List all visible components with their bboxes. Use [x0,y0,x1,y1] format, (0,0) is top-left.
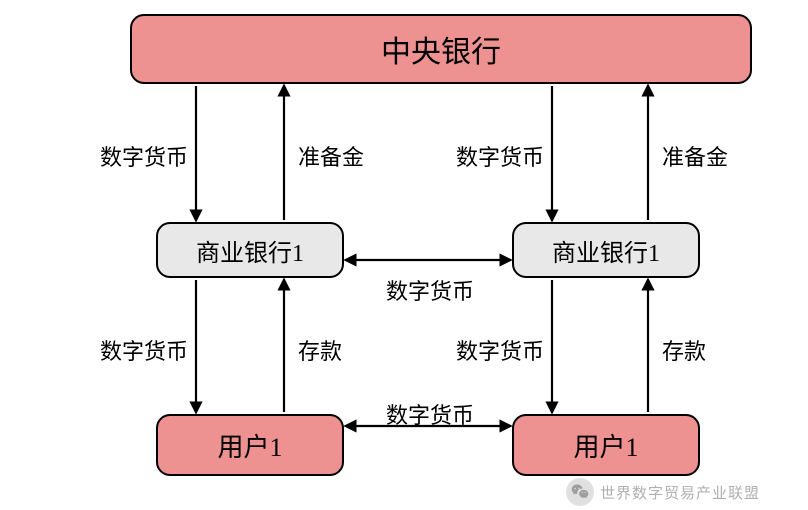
node-central-bank-label: 中央银行 [381,27,501,71]
edge-label-user2_to_comm2: 存款 [662,334,706,366]
node-commercial-bank-1-label: 商业银行1 [196,233,304,268]
watermark-text: 世界数字贸易产业联盟 [600,482,760,503]
edge-label-comm1_to_user1: 数字货币 [100,334,188,366]
edge-label-cb_to_comm2: 数字货币 [456,140,544,172]
node-commercial-bank-1: 商业银行1 [156,222,344,278]
edge-label-user1_to_comm1: 存款 [298,334,342,366]
node-user-2-label: 用户1 [573,427,638,464]
edge-label-comm1_to_cb: 准备金 [298,140,364,172]
edge-label-user1_user2: 数字货币 [386,398,474,430]
edge-label-comm2_to_cb: 准备金 [662,140,728,172]
node-commercial-bank-2: 商业银行1 [512,222,700,278]
node-user-1: 用户1 [156,414,344,476]
node-user-1-label: 用户1 [217,427,282,464]
node-commercial-bank-2-label: 商业银行1 [552,233,660,268]
watermark: 世界数字贸易产业联盟 [566,478,760,506]
edge-label-cb_to_comm1: 数字货币 [100,140,188,172]
edge-label-comm1_comm2: 数字货币 [386,274,474,306]
node-central-bank: 中央银行 [130,14,752,84]
wechat-icon [566,478,594,506]
edge-label-comm2_to_user2: 数字货币 [456,334,544,366]
node-user-2: 用户1 [512,414,700,476]
